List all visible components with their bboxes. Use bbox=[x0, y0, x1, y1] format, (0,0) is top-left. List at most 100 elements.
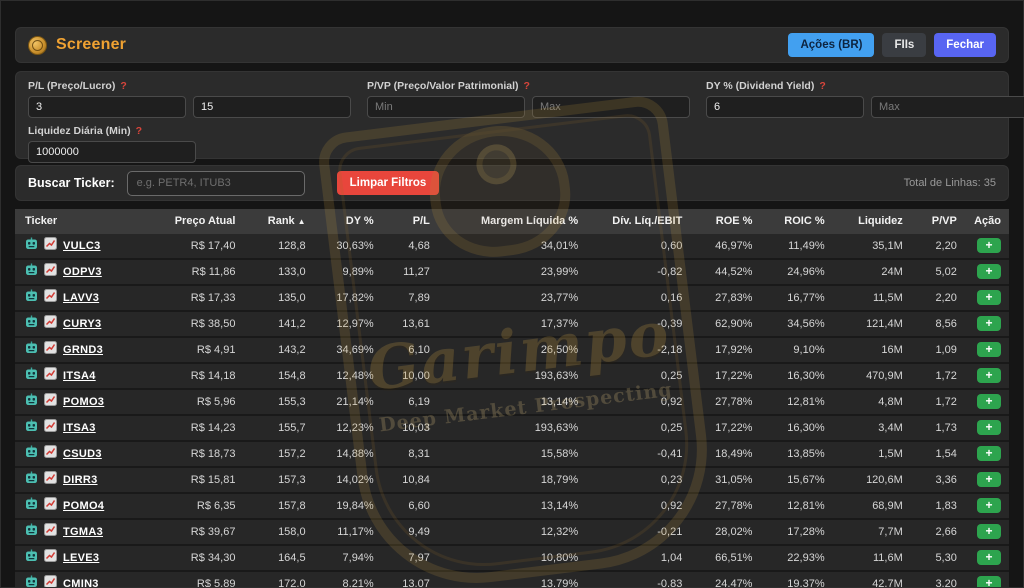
chart-icon[interactable] bbox=[44, 471, 57, 489]
filter-input[interactable] bbox=[193, 96, 351, 118]
robot-icon[interactable] bbox=[25, 575, 38, 587]
cell-value: 0,23 bbox=[586, 467, 691, 494]
cell-value: 1,73 bbox=[910, 415, 965, 442]
tab-acoes-br-button[interactable]: Ações (BR) bbox=[788, 33, 875, 57]
chart-icon[interactable] bbox=[44, 289, 57, 307]
add-button[interactable]: + bbox=[977, 498, 1001, 513]
add-button[interactable]: + bbox=[977, 316, 1001, 331]
add-button[interactable]: + bbox=[977, 576, 1001, 587]
ticker-link[interactable]: CMIN3 bbox=[63, 577, 99, 588]
add-button[interactable]: + bbox=[977, 472, 1001, 487]
ticker-search-input[interactable] bbox=[126, 170, 305, 196]
ticker-link[interactable]: ITSA4 bbox=[63, 369, 96, 382]
column-header-margem-l-quida-[interactable]: Margem Líquida % bbox=[437, 209, 587, 234]
column-header-liquidez[interactable]: Liquidez bbox=[832, 209, 911, 234]
column-header-roic-[interactable]: ROIC % bbox=[760, 209, 833, 234]
chart-icon[interactable] bbox=[44, 575, 57, 587]
add-button[interactable]: + bbox=[977, 264, 1001, 279]
robot-icon[interactable] bbox=[25, 497, 38, 515]
cell-value: -0,82 bbox=[586, 259, 691, 286]
column-header-ticker[interactable]: Ticker bbox=[15, 209, 166, 234]
add-button[interactable]: + bbox=[977, 342, 1001, 357]
table-row: VULC3 R$ 17,40 128,8 30,63% 4,68 34,01% 0,60 46… bbox=[15, 234, 1009, 260]
cell-value: 6,19 bbox=[381, 389, 438, 416]
add-button[interactable]: + bbox=[977, 290, 1001, 305]
robot-icon[interactable] bbox=[25, 289, 38, 307]
column-header-roe-[interactable]: ROE % bbox=[690, 209, 761, 234]
table-row: CMIN3 R$ 5,89 172,0 8,21% 13,07 13,79% -0,83 24… bbox=[15, 571, 1009, 587]
help-icon[interactable]: ? bbox=[819, 80, 826, 92]
filter-input[interactable] bbox=[28, 141, 196, 163]
column-header-a-o[interactable]: Ação bbox=[964, 209, 1009, 234]
cell-value: 3,4M bbox=[832, 415, 911, 442]
help-icon[interactable]: ? bbox=[120, 80, 127, 92]
chart-icon[interactable] bbox=[44, 393, 57, 411]
tab-fiis-button[interactable]: FIIs bbox=[882, 33, 927, 57]
filter-input[interactable] bbox=[706, 96, 864, 118]
filter-input[interactable] bbox=[871, 96, 1024, 118]
ticker-link[interactable]: VULC3 bbox=[63, 239, 101, 252]
cell-value: 154,8 bbox=[243, 363, 314, 390]
ticker-link[interactable]: GRND3 bbox=[63, 343, 104, 356]
cell-value: 4,68 bbox=[381, 234, 438, 260]
column-header-dy-[interactable]: DY % bbox=[313, 209, 382, 234]
help-icon[interactable]: ? bbox=[523, 80, 530, 92]
column-header-p-vp[interactable]: P/VP bbox=[910, 209, 965, 234]
robot-icon[interactable] bbox=[25, 523, 38, 541]
column-header-p-l[interactable]: P/L bbox=[381, 209, 438, 234]
robot-icon[interactable] bbox=[25, 471, 38, 489]
ticker-link[interactable]: TGMA3 bbox=[63, 525, 103, 538]
chart-icon[interactable] bbox=[44, 263, 57, 281]
ticker-link[interactable]: CURY3 bbox=[63, 317, 102, 330]
cell-value: R$ 15,81 bbox=[165, 467, 244, 494]
ticker-link[interactable]: ODPV3 bbox=[63, 265, 102, 278]
cell-value: 13,14% bbox=[437, 493, 587, 520]
ticker-link[interactable]: DIRR3 bbox=[63, 473, 98, 486]
column-header-rank[interactable]: Rank ▲ bbox=[243, 209, 314, 234]
filter-input[interactable] bbox=[367, 96, 525, 118]
add-button[interactable]: + bbox=[977, 238, 1001, 253]
robot-icon[interactable] bbox=[25, 419, 38, 437]
add-button[interactable]: + bbox=[977, 446, 1001, 461]
filter-input[interactable] bbox=[28, 96, 186, 118]
ticker-link[interactable]: POMO4 bbox=[63, 499, 105, 512]
cell-value: -0,39 bbox=[586, 311, 691, 338]
clear-filters-button[interactable]: Limpar Filtros bbox=[336, 171, 440, 195]
add-button[interactable]: + bbox=[977, 524, 1001, 539]
ticker-link[interactable]: LAVV3 bbox=[63, 291, 100, 304]
column-header-d-v-l-q-ebit[interactable]: Dív. Líq./EBIT bbox=[586, 209, 691, 234]
cell-value: 2,20 bbox=[910, 285, 965, 312]
ticker-link[interactable]: ITSA3 bbox=[63, 421, 96, 434]
add-button[interactable]: + bbox=[977, 394, 1001, 409]
chart-icon[interactable] bbox=[44, 523, 57, 541]
chart-icon[interactable] bbox=[44, 419, 57, 437]
ticker-link[interactable]: POMO3 bbox=[63, 395, 105, 408]
chart-icon[interactable] bbox=[44, 367, 57, 385]
robot-icon[interactable] bbox=[25, 549, 38, 567]
robot-icon[interactable] bbox=[25, 315, 38, 333]
chart-icon[interactable] bbox=[44, 315, 57, 333]
robot-icon[interactable] bbox=[25, 263, 38, 281]
filter-input[interactable] bbox=[532, 96, 690, 118]
add-button[interactable]: + bbox=[977, 368, 1001, 383]
chart-icon[interactable] bbox=[44, 445, 57, 463]
robot-icon[interactable] bbox=[25, 393, 38, 411]
chart-icon[interactable] bbox=[44, 237, 57, 255]
ticker-link[interactable]: CSUD3 bbox=[63, 447, 102, 460]
ticker-link[interactable]: LEVE3 bbox=[63, 551, 100, 564]
cell-value: 6,60 bbox=[381, 493, 438, 520]
cell-value: 46,97% bbox=[690, 234, 761, 260]
robot-icon[interactable] bbox=[25, 237, 38, 255]
robot-icon[interactable] bbox=[25, 367, 38, 385]
column-header-pre-o-atual[interactable]: Preço Atual bbox=[165, 209, 244, 234]
robot-icon[interactable] bbox=[25, 341, 38, 359]
chart-icon[interactable] bbox=[44, 549, 57, 567]
chart-icon[interactable] bbox=[44, 497, 57, 515]
chart-icon[interactable] bbox=[44, 341, 57, 359]
robot-icon[interactable] bbox=[25, 445, 38, 463]
add-button[interactable]: + bbox=[977, 420, 1001, 435]
help-icon[interactable]: ? bbox=[135, 125, 143, 137]
add-button[interactable]: + bbox=[977, 550, 1001, 565]
close-button[interactable]: Fechar bbox=[934, 33, 996, 57]
cell-value: 17,37% bbox=[437, 311, 587, 338]
